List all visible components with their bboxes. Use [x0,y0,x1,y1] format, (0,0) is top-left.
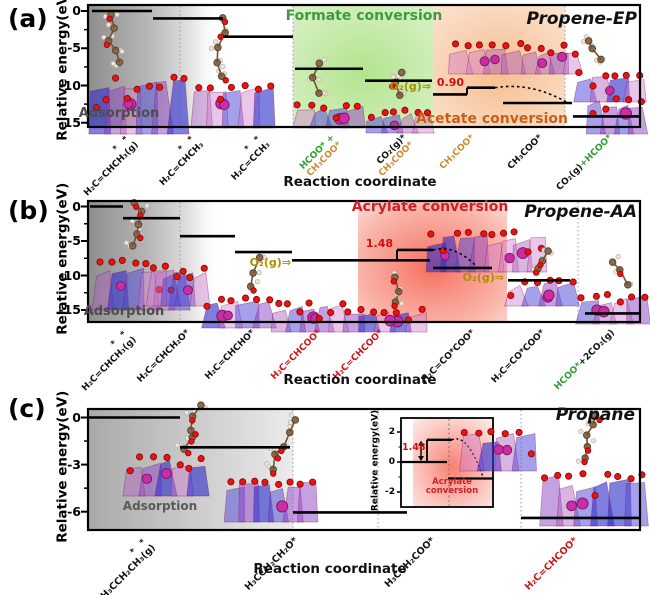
molecule-structure [539,412,649,527]
panel-c-xtitle: Reaction coordinate [253,561,407,577]
barrier-value-b: 1.48 [365,237,393,250]
region-label-adsorption-b: Adsorption [83,304,165,319]
transition-curve [494,85,569,104]
panel-b-xtitle: Reaction coordinate [283,372,437,388]
molecule-structure [88,10,190,135]
molecule-structure [270,299,350,333]
region-label-acrylate-conversion-b: Acrylate conversion [351,199,509,215]
molecule-structure [520,41,584,75]
panel-b-letter: (b) [8,196,49,225]
axis-box [86,199,642,324]
molecule-structure [190,14,276,129]
molecule-structure [448,39,526,75]
region-label-formate-conversion: Formate conversion [285,8,443,24]
molecule-structure [145,262,211,307]
region-shading [293,6,433,126]
molecule-structure [573,34,647,103]
molecule-structure [425,228,490,273]
o2-gas-annotation-a: O₂(g)⇒ [389,80,431,93]
o2-gas-annotation-b2: O₂(g)⇒ [462,271,504,284]
inset-barrier-value: 1.48 [402,442,426,453]
panel-c-plot [81,401,649,532]
molecule-structure [483,228,548,273]
molecule-structure [122,401,210,497]
molecule-structure [459,428,537,472]
barrier-value-a: 0.90 [436,76,464,89]
panel-a-xtitle: Reaction coordinate [283,174,437,190]
region-label-acrylate-conversion-inset: Acrylate conversion [425,477,479,496]
o2-gas-annotation-b1: O₂(g)⇒ [249,256,291,269]
panel-a-plot [81,3,649,135]
panel-b-ylabel: Relative energy(eV) [54,182,71,335]
panel-b-plot [81,199,650,333]
panel-c-letter: (c) [8,394,46,423]
region-label-acetate-conversion: Acetate conversion [416,111,568,127]
panel-a-ylabel: Relative energy(eV) [54,0,71,141]
panel-c-title: Propane [555,405,635,425]
axis-box [86,407,642,532]
inset-ylabel: Relative energy(eV) [370,409,381,512]
panel-a-title: Propene-EP [526,9,637,29]
panel-c-ylabel: Relative energy(eV) [54,390,71,543]
axis-box [86,3,642,129]
panel-a-letter: (a) [8,4,48,33]
molecule-structure [504,247,580,307]
region-label-adsorption-c: Adsorption [122,499,198,513]
transition-curve [432,248,479,269]
region-label-adsorption-a: Adsorption [78,106,160,121]
panel-b-title: Propene-AA [524,202,637,222]
